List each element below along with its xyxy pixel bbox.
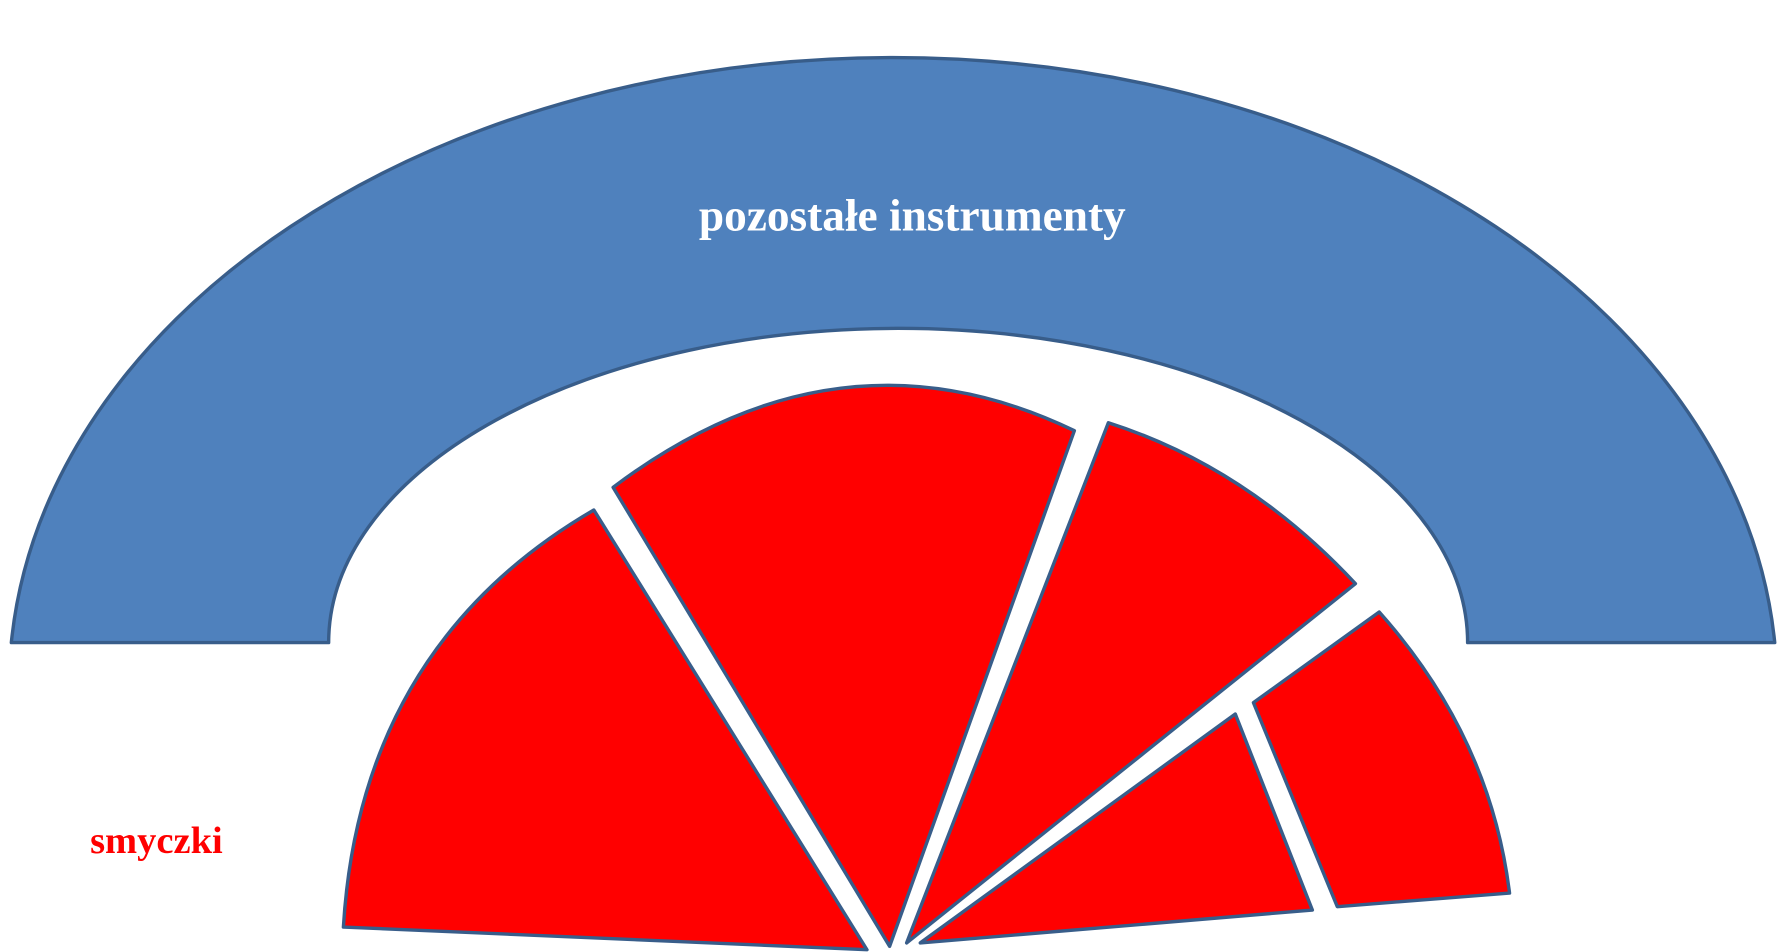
outer-arch	[9, 55, 1777, 645]
inner-label: smyczki	[90, 820, 223, 862]
wedge	[904, 421, 1358, 945]
wedge	[611, 383, 1077, 949]
outer-label: pozostałe instrumenty	[699, 190, 1126, 240]
wedge	[918, 712, 1315, 945]
wedge	[341, 508, 869, 952]
wedge	[1251, 610, 1512, 909]
